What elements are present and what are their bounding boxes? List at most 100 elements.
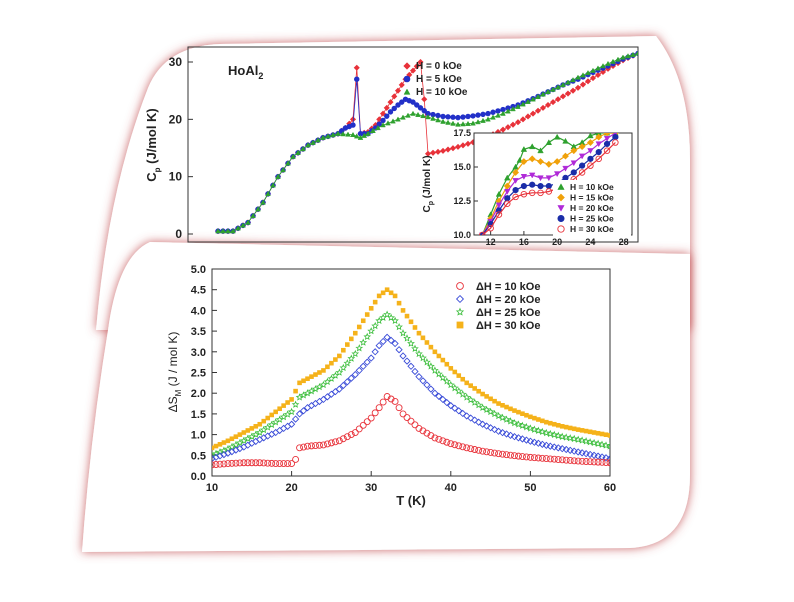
bottom-data-point [499,450,506,458]
bottom-data-point [510,433,519,441]
top-data-point [315,137,321,143]
inset-series-2 [479,133,618,235]
top-data-point [499,126,507,133]
inset-x-tick-label: 20 [552,237,562,247]
bottom-data-point [435,435,443,443]
top-series-group [214,50,638,235]
top-data-point [285,160,291,166]
bottom-data-point [220,460,228,468]
bottom-data-point [510,418,519,427]
bottom-data-point [291,415,300,423]
bottom-data-point [265,415,271,421]
top-data-point [410,99,416,105]
bottom-data-point [507,451,514,459]
bottom-data-point [212,449,220,458]
bottom-data-point [606,459,610,467]
top-data-point [415,111,421,117]
inset-data-point [603,133,611,137]
bottom-data-point [341,347,346,353]
bottom-data-point [558,432,567,440]
top-data-point [454,143,462,150]
bottom-data-point [590,438,598,447]
top-data-point [445,119,451,125]
bottom-data-point [463,444,471,452]
bottom-data-point [467,445,475,453]
top-legend-marker [403,88,411,95]
bottom-data-point [551,421,557,427]
bottom-y-axis-label: ΔSM (J / mol K) [166,332,183,413]
bottom-data-point [423,381,431,389]
inset-data-point [595,141,602,148]
bottom-data-point [467,414,475,422]
top-data-point [245,219,251,225]
top-data-point [434,148,442,155]
bottom-data-point [602,454,610,462]
bottom-data-point [468,383,473,388]
bottom-data-point [530,454,538,462]
bottom-data-point [225,438,231,444]
bottom-data-point [444,361,450,367]
bottom-y-tick-label: 4.5 [191,285,206,297]
bottom-data-point [471,446,479,453]
bottom-data-point [487,448,495,456]
bottom-data-point [229,436,235,442]
top-data-point [345,131,351,137]
bottom-data-point [281,403,286,408]
bottom-data-point [252,459,260,467]
bottom-data-point [240,459,248,467]
top-data-point [387,99,394,106]
top-data-point [417,58,424,66]
inset-y-axis-label: Cp (J/mol K) [422,155,435,212]
bottom-data-point [496,401,501,406]
top-data-point [605,60,611,66]
bottom-data-point [542,428,551,437]
bottom-data-point [257,421,263,427]
top-data-point [421,96,428,103]
bottom-data-point [542,455,550,463]
bottom-data-point [260,459,268,467]
bottom-series-1 [212,333,610,463]
bottom-data-point [339,435,347,443]
bottom-data-point [490,425,499,434]
bottom-data-point [426,362,435,370]
top-data-point [409,67,417,74]
inset-legend-bg [553,180,631,236]
top-data-point [270,182,276,188]
bottom-data-point [363,418,371,426]
bottom-data-point [602,441,610,449]
top-data-point [305,142,311,148]
top-title: HoAl2 [228,63,263,81]
inset-data-point [512,193,519,201]
inset-data-point [528,172,536,179]
bottom-data-point [546,442,554,450]
bottom-y-tick-label: 2.5 [191,368,206,380]
inset-data-point [537,147,544,154]
bottom-data-point [220,450,228,459]
inset-y-tick-label: 17.5 [453,128,471,138]
top-series-2 [215,50,638,234]
bottom-data-point [522,422,531,431]
bottom-data-point [522,453,530,461]
bottom-y-tick-label: 2.0 [191,388,206,400]
bottom-data-point [511,452,518,460]
bottom-data-point [554,456,562,463]
top-data-point [335,130,341,136]
bottom-data-point [273,409,278,415]
top-data-point [395,116,401,122]
bottom-legend-marker [456,282,464,290]
top-data-point [630,51,636,57]
bottom-data-point [280,460,288,468]
bottom-x-tick-label: 50 [524,482,536,494]
bottom-data-point [479,447,487,455]
bottom-data-point [339,381,347,390]
bottom-y-tick-label: 1.0 [191,430,206,442]
top-data-point [549,99,557,106]
top-data-point [525,98,531,104]
bottom-data-point [546,429,555,438]
bottom-data-point [333,357,338,362]
bottom-data-point [566,457,574,464]
bottom-data-point [452,369,458,375]
bottom-data-point [587,429,593,435]
inset-data-point [553,133,561,140]
